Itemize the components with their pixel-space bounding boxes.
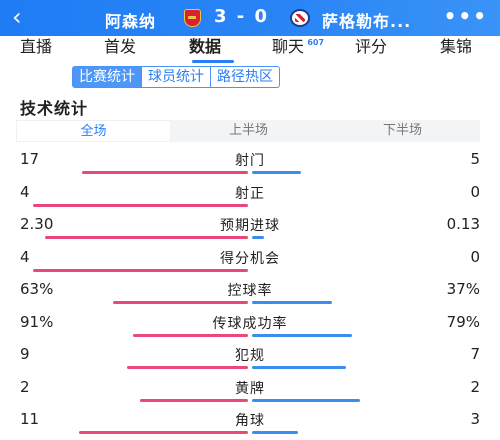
stat-row: 17 射门 5 — [0, 148, 500, 180]
stat-home-value: 2 — [20, 377, 30, 396]
period-first-half[interactable]: 上半场 — [228, 123, 268, 138]
more-dots-icon[interactable]: ••• — [443, 4, 488, 28]
stat-label: 控球率 — [227, 283, 273, 299]
main-tabs: 直播 首发 数据 聊天 607 评分 集锦 — [0, 36, 500, 62]
stat-home-value: 63% — [20, 280, 54, 298]
stat-label: 射门 — [235, 153, 265, 169]
active-tab-indicator — [192, 60, 234, 63]
stat-away-value: 0.13 — [446, 215, 480, 233]
stat-label: 犯规 — [235, 348, 265, 364]
stat-away-value: 7 — [470, 345, 480, 363]
stat-home-bar — [79, 431, 248, 434]
stat-home-bar — [33, 268, 248, 272]
stat-row: 4 得分机会 0 — [0, 246, 500, 278]
stat-home-value: 11 — [20, 410, 40, 428]
stat-label: 射正 — [235, 185, 265, 202]
segment-heatmap[interactable]: 路径热区 — [211, 66, 280, 88]
stat-label: 角球 — [235, 413, 265, 429]
match-header: ‹ 阿森纳 3 - 0 萨格勒布... ••• — [0, 0, 500, 36]
tab-chat-label: 聊天 — [272, 37, 305, 56]
stat-home-bar — [45, 236, 248, 239]
stat-home-value: 91% — [20, 312, 54, 331]
stat-home-bar — [133, 333, 248, 337]
stat-home-value: 9 — [20, 345, 30, 363]
stat-away-value: 0 — [470, 247, 480, 266]
stat-away-value: 79% — [446, 312, 480, 331]
stat-label: 传球成功率 — [212, 315, 288, 332]
away-team-crest-icon — [290, 9, 310, 27]
stat-home-bar — [113, 301, 248, 304]
home-team-name[interactable]: 阿森纳 — [105, 12, 157, 31]
stat-home-bar — [127, 366, 248, 369]
stat-away-bar — [252, 236, 264, 239]
stat-home-value: 4 — [20, 247, 30, 266]
tab-highlights[interactable]: 集锦 — [440, 37, 473, 56]
stat-row: 91% 传球成功率 79% — [0, 311, 500, 343]
away-team-name[interactable]: 萨格勒布... — [322, 12, 412, 31]
stat-away-bar — [252, 301, 332, 304]
stat-home-value: 17 — [20, 150, 40, 168]
stat-row: 2 黄牌 2 — [0, 376, 500, 408]
stat-away-bar — [252, 366, 346, 369]
stat-away-value: 3 — [470, 410, 480, 428]
back-arrow-icon[interactable]: ‹ — [12, 3, 22, 31]
stat-away-value: 2 — [470, 377, 480, 396]
stat-away-bar — [252, 171, 301, 174]
tab-ratings[interactable]: 评分 — [355, 37, 388, 56]
period-full-match[interactable]: 全场 — [16, 120, 171, 142]
tab-stats[interactable]: 数据 — [189, 37, 222, 56]
tab-live[interactable]: 直播 — [20, 37, 53, 56]
stat-away-bar — [252, 431, 298, 434]
stat-away-value: 5 — [470, 150, 480, 168]
home-team-crest-icon — [184, 9, 201, 27]
tab-chat[interactable]: 聊天 607 — [272, 36, 324, 62]
stat-label: 黄牌 — [235, 380, 265, 397]
stat-label: 得分机会 — [220, 250, 280, 267]
stat-label: 预期进球 — [220, 218, 280, 234]
stat-row: 11 角球 3 — [0, 408, 500, 440]
stat-home-bar — [82, 171, 248, 174]
tab-lineup[interactable]: 首发 — [104, 37, 137, 56]
period-second-half[interactable]: 下半场 — [382, 123, 422, 138]
segment-match-stats[interactable]: 比赛统计 — [72, 66, 142, 88]
stat-row: 9 犯规 7 — [0, 343, 500, 375]
stat-home-bar — [140, 398, 248, 402]
match-score: 3 - 0 — [214, 6, 270, 27]
stat-row: 63% 控球率 37% — [0, 278, 500, 310]
stat-row: 2.30 预期进球 0.13 — [0, 213, 500, 245]
section-title: 技术统计 — [20, 99, 89, 118]
period-selector: 全场 上半场 下半场 — [16, 120, 480, 142]
segment-player-stats[interactable]: 球员统计 — [142, 66, 211, 88]
stat-home-value: 4 — [20, 182, 30, 201]
stat-row: 4 射正 0 — [0, 181, 500, 213]
stat-away-value: 0 — [470, 182, 480, 201]
stat-away-bar — [252, 398, 360, 402]
stats-segment-control: 比赛统计 球员统计 路径热区 — [72, 66, 280, 88]
chat-count-badge: 607 — [307, 38, 325, 47]
stat-away-value: 37% — [446, 280, 480, 298]
stat-home-bar — [33, 203, 248, 207]
stat-away-bar — [252, 333, 352, 337]
stat-home-value: 2.30 — [20, 215, 54, 233]
